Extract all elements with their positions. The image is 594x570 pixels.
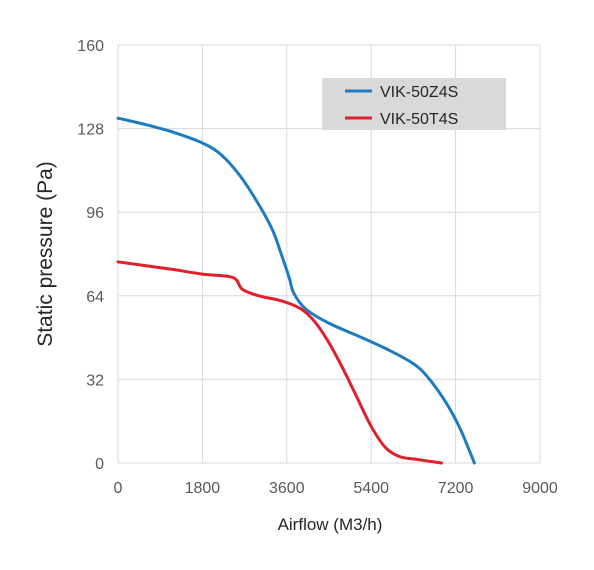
x-tick-label: 3600 bbox=[269, 480, 305, 497]
x-tick-label: 7200 bbox=[438, 480, 474, 497]
x-tick-label: 0 bbox=[114, 480, 123, 497]
y-tick-label: 0 bbox=[95, 456, 104, 473]
legend-label-vik-50t4s: VIK-50T4S bbox=[380, 111, 458, 128]
x-tick-label: 1800 bbox=[185, 480, 221, 497]
tick-labels: 0 32 64 96 128 160 0 1800 3600 5400 7200 9000 bbox=[77, 38, 558, 497]
series-lines bbox=[116, 116, 476, 465]
legend-label-vik-50z4s: VIK-50Z4S bbox=[380, 84, 458, 101]
y-tick-label: 32 bbox=[86, 372, 104, 389]
legend: VIK-50Z4S VIK-50T4S bbox=[322, 78, 506, 130]
series-line-vik-50z4s bbox=[116, 116, 476, 465]
grid bbox=[117, 44, 541, 464]
series-line-vik-50t4s bbox=[116, 260, 444, 465]
y-tick-label: 96 bbox=[86, 205, 104, 222]
y-tick-label: 160 bbox=[77, 38, 104, 55]
x-tick-label: 9000 bbox=[522, 480, 558, 497]
y-tick-label: 64 bbox=[86, 289, 104, 306]
legend-box bbox=[322, 78, 506, 130]
y-axis-title: Static pressure (Pa) bbox=[34, 161, 57, 347]
x-axis-title: Airflow (M3/h) bbox=[278, 515, 383, 534]
y-tick-label: 128 bbox=[77, 122, 104, 139]
x-tick-label: 5400 bbox=[353, 480, 389, 497]
